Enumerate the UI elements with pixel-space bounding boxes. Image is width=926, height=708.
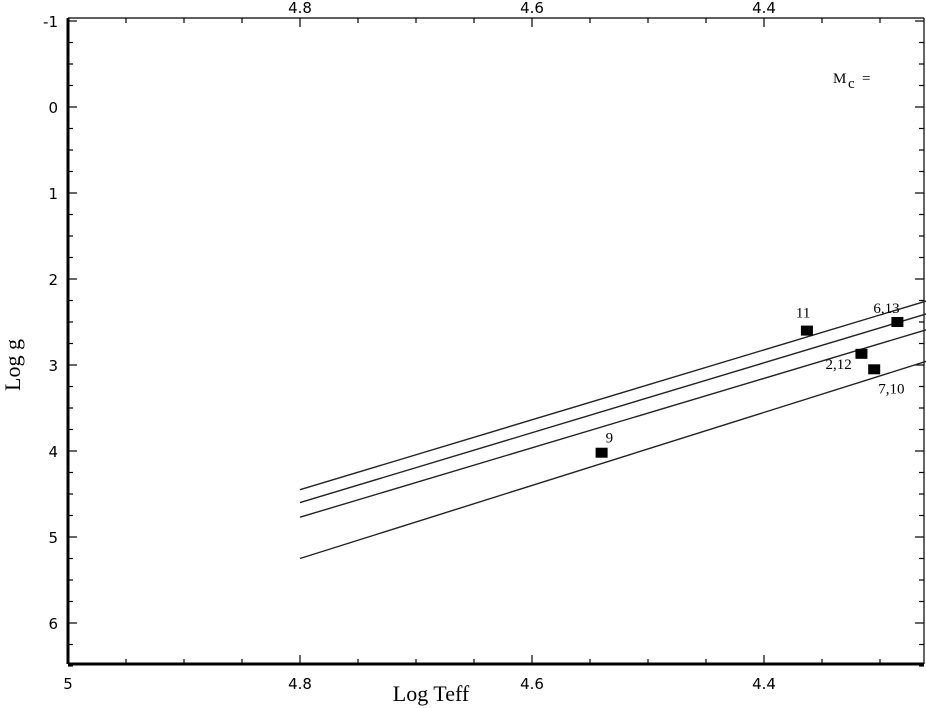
plot-frame bbox=[66, 17, 925, 666]
data-point bbox=[595, 447, 608, 458]
y-tick-label: 1 bbox=[48, 185, 58, 203]
y-tick-label: 0 bbox=[48, 99, 58, 117]
data-point-label: 6,13 bbox=[873, 301, 899, 317]
x-tick-label-bottom: 4.6 bbox=[520, 675, 544, 693]
y-tick-label: -1 bbox=[43, 13, 58, 31]
data-point-label: 9 bbox=[606, 431, 614, 447]
data-point-label: 7,10 bbox=[878, 381, 904, 397]
y-tick-label: 3 bbox=[48, 357, 58, 375]
data-point bbox=[855, 348, 868, 359]
x-tick-label-bottom: 4.8 bbox=[288, 675, 312, 693]
data-point bbox=[800, 325, 813, 336]
x-tick-label-bottom: 4.4 bbox=[752, 675, 776, 693]
x-tick-label-top: 4.6 bbox=[520, 0, 544, 17]
y-tick-label: 6 bbox=[48, 615, 58, 633]
y-tick-label: 4 bbox=[48, 443, 58, 461]
legend-title-equals: = bbox=[862, 71, 870, 87]
model-lines bbox=[299, 300, 926, 560]
data-point-label: 11 bbox=[796, 306, 810, 322]
model-line bbox=[299, 300, 926, 491]
data-points bbox=[595, 317, 904, 458]
legend-title: M bbox=[833, 71, 846, 87]
x-axis-title: Log Teff bbox=[393, 681, 470, 706]
model-line bbox=[299, 329, 926, 518]
x-tick-label-top: 4.4 bbox=[752, 0, 776, 17]
y-tick-label: 2 bbox=[48, 271, 58, 289]
x-tick-label-top: 4.8 bbox=[288, 0, 312, 17]
legend-title-subscript: c bbox=[848, 76, 855, 92]
data-point-label: 2,12 bbox=[825, 357, 851, 373]
model-line bbox=[299, 313, 926, 504]
data-point bbox=[868, 364, 881, 375]
x-tick-label-bottom: 5 bbox=[63, 675, 73, 693]
axis-ticks bbox=[67, 18, 924, 667]
y-axis-title: Log g bbox=[0, 339, 25, 391]
text-labels: 54.84.64.44.243.83.64.84.64.44.243.83.6-… bbox=[43, 0, 904, 693]
model-line bbox=[299, 360, 926, 560]
data-point bbox=[891, 317, 904, 327]
y-tick-label: 5 bbox=[48, 529, 58, 547]
